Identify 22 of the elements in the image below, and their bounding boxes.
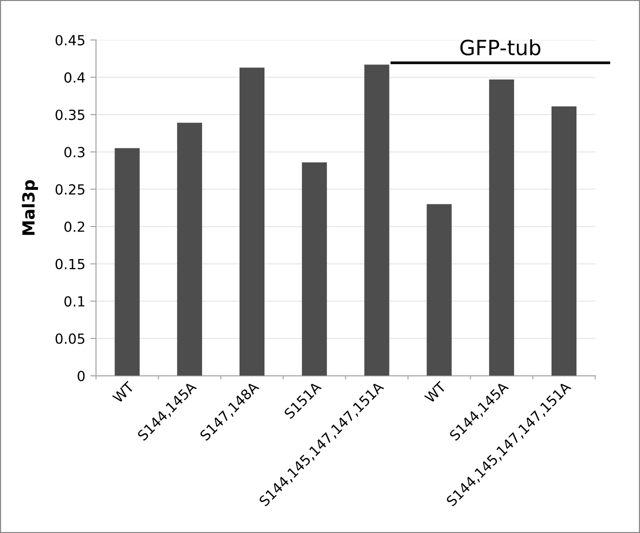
y-tick-label: 0.15 (56, 258, 84, 270)
bar (489, 80, 514, 376)
bar (552, 106, 576, 376)
y-tick-label: 0.1 (64, 296, 84, 307)
y-tick-label: 0.35 (56, 110, 84, 120)
x-tick-label: WT (424, 380, 447, 404)
bar (177, 122, 202, 376)
y-tick-label: 0.2 (64, 221, 84, 232)
y-tick-label: 0.45 (56, 34, 84, 46)
y-tick-label: 0.05 (56, 333, 84, 344)
bar (426, 204, 452, 376)
x-tick-label: WT (112, 380, 135, 404)
bar (364, 64, 390, 376)
y-tick-label: 0.3 (64, 146, 84, 158)
bar (114, 148, 140, 376)
y-axis-title: Mal3p (22, 180, 38, 235)
annotation: GFP-tub (460, 39, 540, 56)
y-tick-label: 0.4 (64, 72, 85, 83)
bar (240, 68, 264, 376)
y-tick-label: 0.25 (56, 184, 84, 195)
bar (302, 162, 327, 376)
y-tick-label: 0 (78, 370, 85, 382)
